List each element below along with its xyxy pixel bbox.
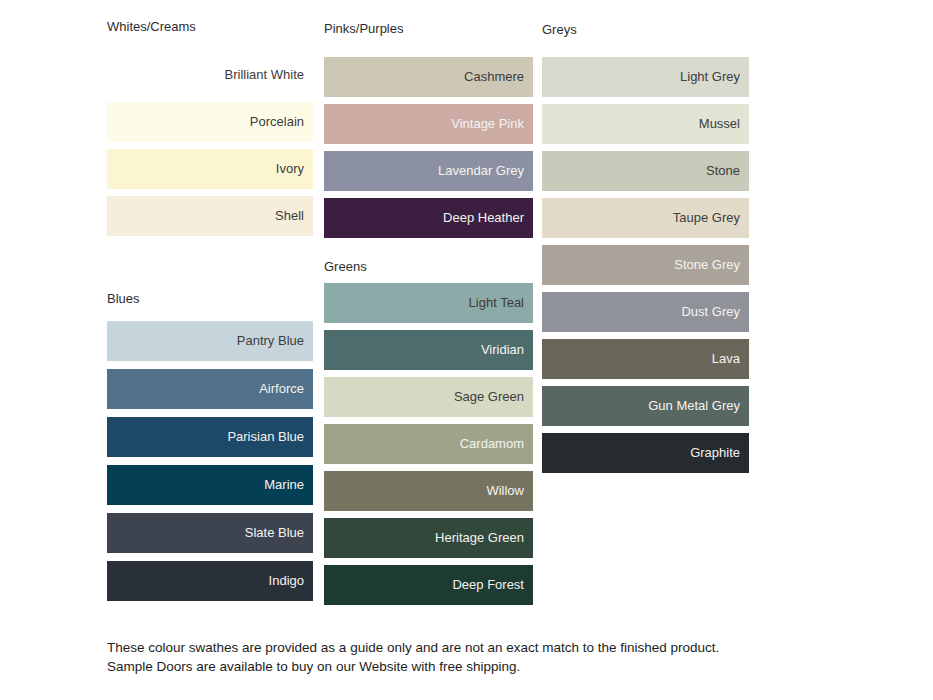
color-swatch-light-grey: Light Grey [542,57,749,97]
swatch-label: Light Grey [680,70,740,84]
color-swatch-light-teal: Light Teal [324,283,533,323]
swatch-label: Indigo [269,574,304,588]
color-swatch-indigo: Indigo [107,561,313,601]
group-header-greys: Greys [542,21,749,38]
color-swatch-graphite: Graphite [542,433,749,473]
swatch-list-blues: Pantry Blue Airforce Parisian Blue Marine Sl… [107,321,313,601]
group-greys: Greys Light Grey Mussel Stone Taupe Grey Sto… [542,21,749,480]
color-swatch-shell: Shell [107,196,313,236]
color-swatch-stone-grey: Stone Grey [542,245,749,285]
swatch-label: Ivory [276,162,304,176]
color-swatch-vintage-pink: Vintage Pink [324,104,533,144]
color-swatch-mussel: Mussel [542,104,749,144]
swatch-label: Willow [486,484,524,498]
color-swatch-lavendar-grey: Lavendar Grey [324,151,533,191]
group-header-pinks-purples: Pinks/Purples [324,20,533,37]
swatch-list-greys: Light Grey Mussel Stone Taupe Grey Stone Gre… [542,57,749,473]
color-swatch-taupe-grey: Taupe Grey [542,198,749,238]
color-swatch-cashmere: Cashmere [324,57,533,97]
colour-swatch-chart: Whites/Creams Brilliant White Porcelain Iv… [0,0,933,700]
swatch-label: Marine [264,478,304,492]
swatch-label: Airforce [259,382,304,396]
swatch-label: Parisian Blue [227,430,304,444]
color-swatch-gun-metal-grey: Gun Metal Grey [542,386,749,426]
swatch-label: Heritage Green [435,531,524,545]
swatch-label: Pantry Blue [237,334,304,348]
color-swatch-porcelain: Porcelain [107,102,313,142]
group-header-whites-creams: Whites/Creams [107,18,313,35]
group-header-blues: Blues [107,290,313,307]
color-swatch-lava: Lava [542,339,749,379]
color-swatch-heritage-green: Heritage Green [324,518,533,558]
color-swatch-stone: Stone [542,151,749,191]
color-swatch-slate-blue: Slate Blue [107,513,313,553]
swatch-label: Taupe Grey [673,211,740,225]
color-swatch-deep-heather: Deep Heather [324,198,533,238]
color-swatch-brilliant-white: Brilliant White [107,55,313,95]
color-swatch-marine: Marine [107,465,313,505]
footnote: These colour swathes are provided as a g… [107,639,772,676]
color-swatch-cardamom: Cardamom [324,424,533,464]
swatch-label: Sage Green [454,390,524,404]
swatch-label: Shell [275,209,304,223]
color-swatch-dust-grey: Dust Grey [542,292,749,332]
column-pinks-greens: Pinks/Purples Cashmere Vintage Pink Lavend… [324,0,533,700]
swatch-label: Cashmere [464,70,524,84]
swatch-list-whites-creams: Brilliant White Porcelain Ivory Shell [107,55,313,236]
color-swatch-airforce: Airforce [107,369,313,409]
color-swatch-willow: Willow [324,471,533,511]
swatch-label: Gun Metal Grey [648,399,740,413]
swatch-label: Light Teal [469,296,524,310]
swatch-label: Vintage Pink [451,117,524,131]
group-blues: Blues Pantry Blue Airforce Parisian Blue Ma… [107,290,313,609]
swatch-label: Lavendar Grey [438,164,524,178]
swatch-label: Deep Forest [452,578,524,592]
group-greens: Greens Light Teal Viridian Sage Green Carda… [324,258,533,612]
column-greys: Greys Light Grey Mussel Stone Taupe Grey Sto… [542,0,749,700]
swatch-label: Slate Blue [245,526,304,540]
swatch-label: Brilliant White [225,68,304,82]
group-header-greens: Greens [324,258,533,275]
swatch-label: Deep Heather [443,211,524,225]
color-swatch-parisian-blue: Parisian Blue [107,417,313,457]
group-pinks-purples: Pinks/Purples Cashmere Vintage Pink Lavend… [324,20,533,245]
swatch-label: Viridian [481,343,524,357]
swatch-label: Dust Grey [681,305,740,319]
swatch-label: Graphite [690,446,740,460]
group-whites-creams: Whites/Creams Brilliant White Porcelain Iv… [107,18,313,243]
swatch-label: Porcelain [250,115,304,129]
color-swatch-sage-green: Sage Green [324,377,533,417]
swatch-list-pinks-purples: Cashmere Vintage Pink Lavendar Grey Deep He… [324,57,533,238]
color-swatch-ivory: Ivory [107,149,313,189]
color-swatch-pantry-blue: Pantry Blue [107,321,313,361]
swatch-label: Cardamom [460,437,524,451]
color-swatch-viridian: Viridian [324,330,533,370]
swatch-label: Stone [706,164,740,178]
swatch-label: Stone Grey [674,258,740,272]
color-swatch-deep-forest: Deep Forest [324,565,533,605]
swatch-label: Lava [712,352,740,366]
column-whites-blues: Whites/Creams Brilliant White Porcelain Iv… [107,0,313,700]
swatch-label: Mussel [699,117,740,131]
swatch-list-greens: Light Teal Viridian Sage Green Cardamom Will… [324,283,533,605]
